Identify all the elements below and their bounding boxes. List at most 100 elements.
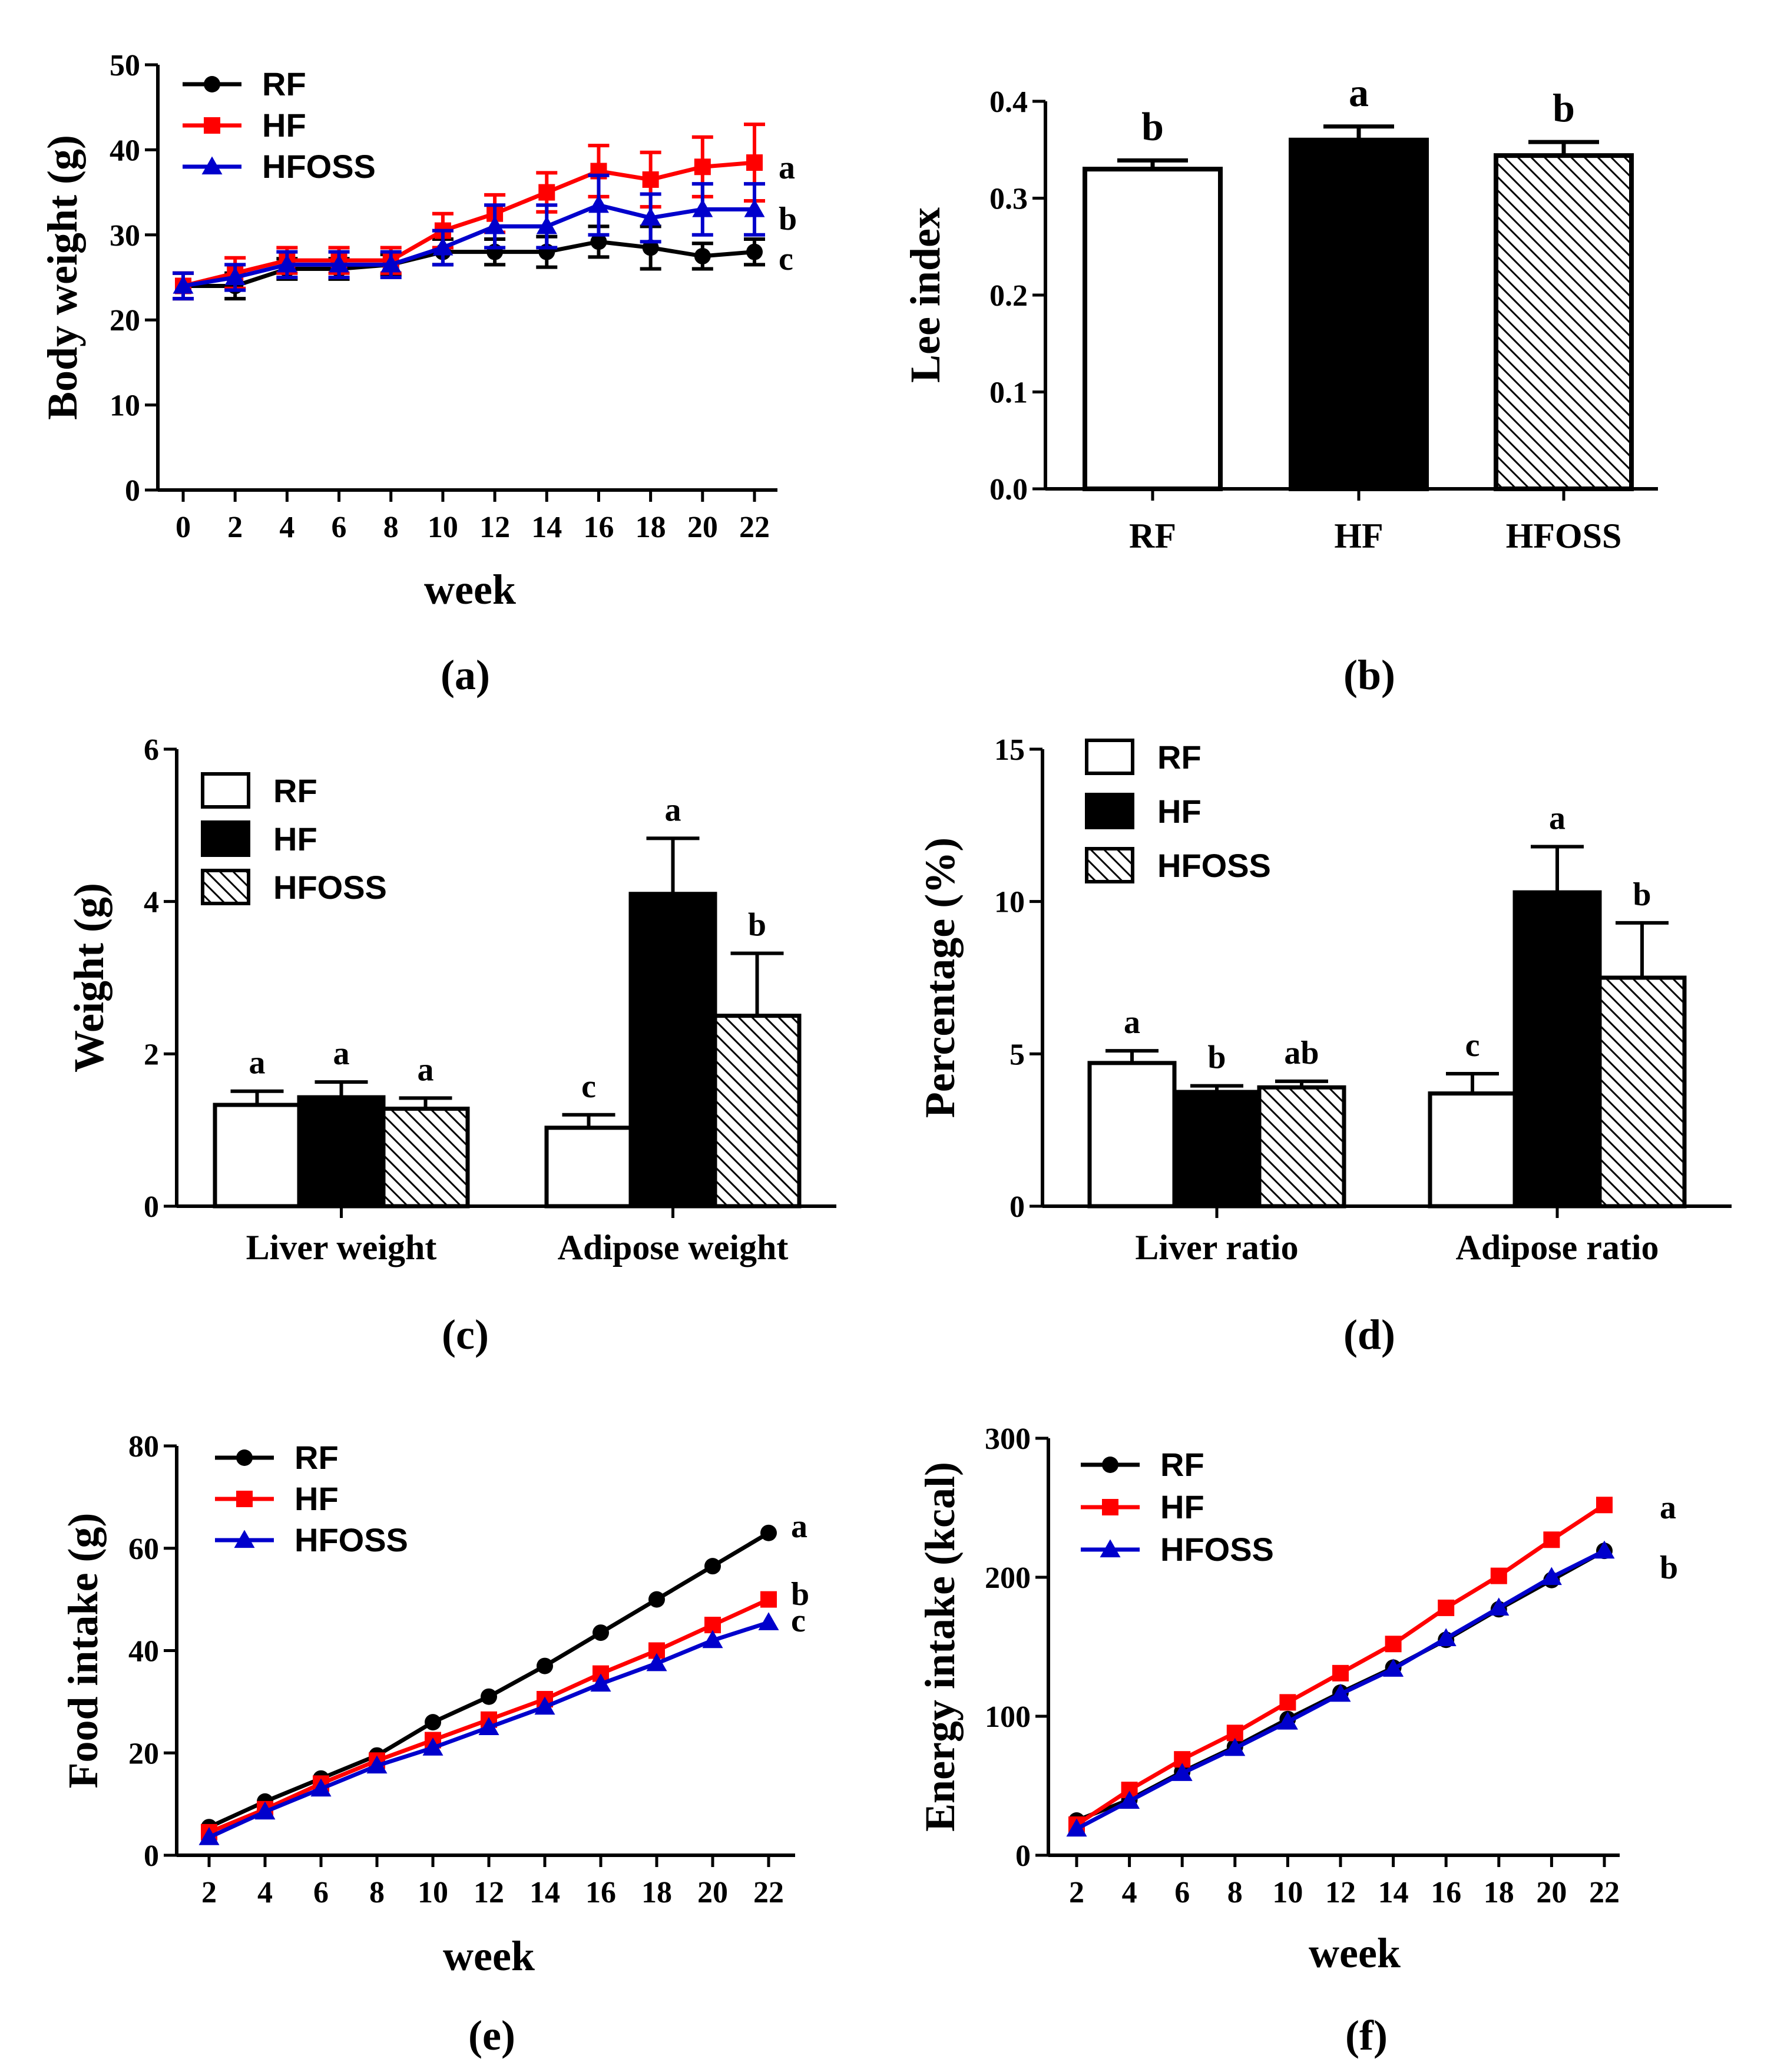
y-tick-label: 0 — [1010, 1190, 1025, 1224]
data-point-hfoss — [198, 1827, 220, 1845]
panel-label: (d) — [1343, 1311, 1395, 1358]
y-tick-label: 6 — [144, 733, 159, 767]
significance-letter: a — [1660, 1490, 1676, 1526]
legend-label: RF — [1157, 739, 1202, 776]
significance-letter: c — [581, 1068, 596, 1105]
x-tick-label: 8 — [1227, 1876, 1243, 1909]
y-tick-label: 80 — [128, 1430, 159, 1464]
x-tick-label: 18 — [1484, 1876, 1514, 1909]
y-tick-label: 0 — [144, 1190, 159, 1224]
x-tick-label: 12 — [1325, 1876, 1356, 1909]
legend-label: HFOSS — [273, 869, 387, 906]
legend-marker — [1102, 1457, 1118, 1473]
x-tick-label: 4 — [1122, 1876, 1137, 1909]
x-tick-label: 22 — [753, 1876, 784, 1909]
data-point-rf — [481, 1688, 497, 1705]
y-tick-label: 0.1 — [989, 376, 1028, 410]
legend-label: RF — [273, 772, 317, 809]
panel-a-body-weight-chart: 0 10 20 30 40 50 Body weight (g) 0 2 4 6 8 10 12 14 16 1… — [39, 49, 797, 699]
significance-letter: a — [1549, 800, 1565, 837]
y-tick-label: 300 — [985, 1422, 1031, 1456]
data-point-hfoss — [692, 198, 713, 217]
data-point-hfoss — [702, 1630, 723, 1649]
data-point-rf — [642, 239, 659, 256]
x-tick-label: 16 — [585, 1876, 616, 1909]
x-tick-label: 2 — [201, 1876, 217, 1909]
significance-letter: a — [418, 1051, 434, 1088]
data-point-hfoss — [590, 1673, 611, 1692]
y-axis-title: Body weight (g) — [39, 135, 86, 420]
significance-letter: b — [1141, 104, 1164, 148]
data-point-hf — [1438, 1599, 1455, 1616]
y-tick-label: 20 — [110, 304, 140, 337]
y-tick-label: 50 — [110, 49, 140, 82]
significance-letter: b — [1207, 1040, 1226, 1076]
panel-label: (c) — [442, 1311, 489, 1358]
significance-letter: b — [748, 907, 766, 944]
y-tick-label: 60 — [128, 1533, 159, 1566]
x-tick-label: 14 — [531, 511, 562, 544]
series-line-hf — [1075, 1503, 1606, 1827]
series-line-hfoss — [183, 203, 754, 288]
x-tick-label: HF — [1334, 517, 1383, 555]
significance-letter: a — [333, 1035, 350, 1072]
legend-swatch — [1085, 739, 1134, 775]
x-tick-label: Adipose weight — [558, 1228, 789, 1267]
y-tick-label: 10 — [994, 886, 1025, 919]
data-point-rf — [593, 1624, 609, 1641]
x-tick-label: 6 — [313, 1876, 329, 1909]
data-point-hfoss — [224, 267, 246, 286]
y-tick-label: 5 — [1010, 1038, 1025, 1071]
y-tick-label: 10 — [110, 389, 140, 423]
data-point-hfoss — [1541, 1567, 1562, 1586]
data-point-hf — [1279, 1694, 1296, 1711]
y-tick-label: 30 — [110, 219, 140, 253]
y-tick-label: 0.4 — [989, 85, 1028, 119]
x-tick-label: 20 — [687, 511, 718, 544]
series-rf — [201, 1524, 777, 1836]
panel-b-lee-index-chart: 0.0 0.1 0.2 0.3 0.4 Lee index RF b HF a HFOSS b (b) — [902, 70, 1658, 699]
x-tick-label: RF — [1129, 517, 1176, 555]
significance-letter: a — [779, 150, 795, 186]
legend-marker — [201, 156, 223, 175]
data-point-hfoss — [173, 275, 194, 294]
x-tick-label: 0 — [176, 511, 191, 544]
data-point-hfoss — [744, 198, 765, 217]
x-tick-label: 22 — [1589, 1876, 1620, 1909]
data-point-hfoss — [588, 194, 609, 213]
legend-label: HFOSS — [1157, 847, 1271, 884]
data-point-hfoss — [478, 1717, 499, 1735]
x-tick-label: 4 — [257, 1876, 273, 1909]
significance-letter: c — [1465, 1027, 1480, 1064]
data-point-rf — [425, 1714, 441, 1731]
panel-c-organ-weight-chart: 0 2 4 6 Weight (g) a a a Liver weight c a b Adipose … — [65, 733, 836, 1358]
data-point-hfoss — [1383, 1659, 1404, 1677]
data-point-hfoss — [758, 1612, 779, 1630]
legend-label: HF — [294, 1480, 339, 1517]
legend-marker — [234, 1530, 255, 1548]
series-hf — [1068, 1497, 1613, 1833]
x-tick-label: 10 — [428, 511, 458, 544]
data-point-hfoss — [1435, 1628, 1457, 1646]
data-point-hfoss — [1171, 1763, 1193, 1781]
data-point-hf — [642, 171, 659, 188]
panel-e-food-intake-chart: 0 20 40 60 80 Food intake (g) 2 4 6 8 10 12 14 16 18 20… — [59, 1430, 809, 2059]
data-point-hfoss — [1119, 1790, 1140, 1809]
x-tick-label: 10 — [418, 1876, 448, 1909]
x-tick-label: 2 — [227, 511, 243, 544]
legend-label: HF — [273, 820, 317, 858]
bar-rf — [1087, 1061, 1177, 1209]
bar-hf — [1512, 890, 1602, 1209]
data-point-hfoss — [329, 254, 350, 273]
y-tick-label: 100 — [985, 1700, 1031, 1734]
panel-label: (e) — [468, 2012, 515, 2059]
data-point-hfoss — [254, 1801, 276, 1820]
x-tick-label: Liver weight — [246, 1228, 437, 1267]
panel-label: (f) — [1345, 2012, 1388, 2059]
data-point-hfoss — [1330, 1683, 1351, 1702]
y-tick-label: 0.2 — [989, 279, 1028, 313]
legend-swatch — [201, 772, 250, 809]
bar-hf — [1172, 1090, 1262, 1209]
data-point-rf — [537, 1657, 553, 1674]
